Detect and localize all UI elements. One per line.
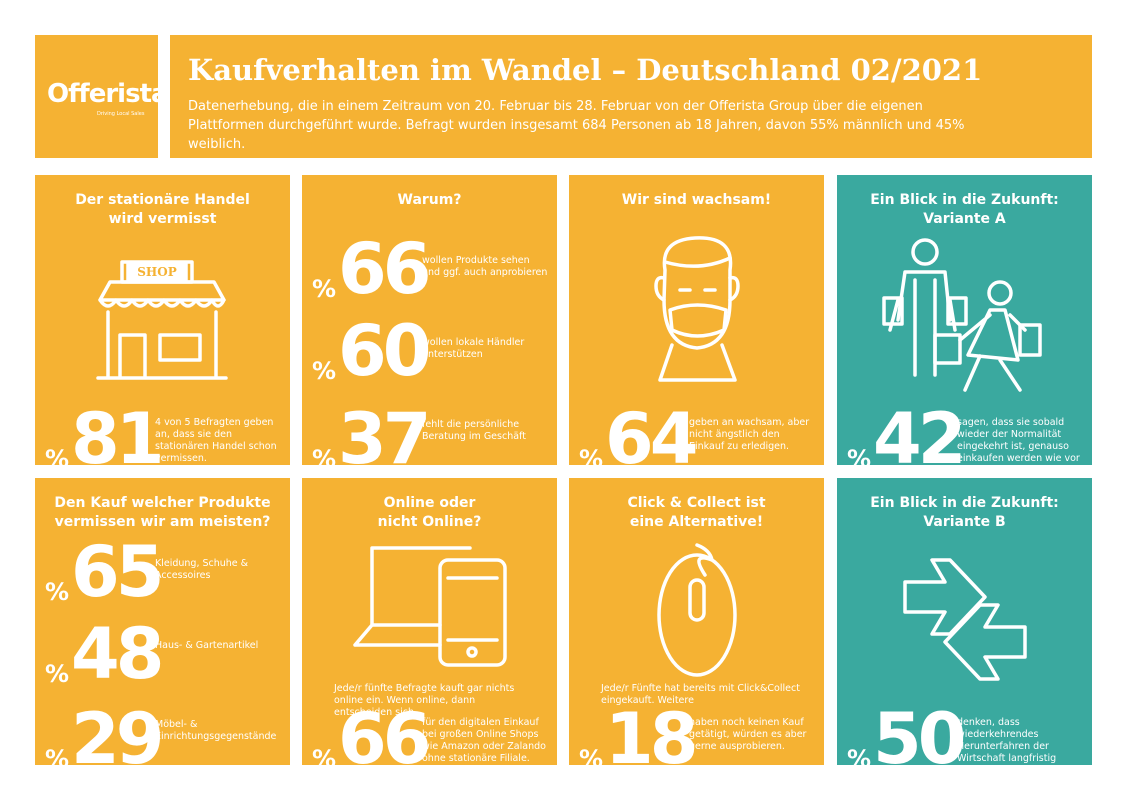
card: Wir sind wachsam!% 64 geben an wachsam, ab… — [569, 175, 824, 465]
percent-sign: % — [579, 445, 604, 465]
stat-value: 37 — [338, 398, 431, 465]
card: Warum?% 66 wollen Produkte sehen und ggf. … — [302, 175, 557, 465]
card-title: Ein Blick in die Zukunft: Variante B — [837, 494, 1092, 532]
card-title-line: Wir sind wachsam! — [621, 192, 772, 208]
card-title-line: vermissen wir am meisten? — [54, 514, 271, 530]
card-title: Ein Blick in die Zukunft: Variante A — [837, 191, 1092, 229]
stat-value: 64 — [605, 398, 698, 465]
percent-sign: % — [45, 660, 70, 688]
card-title-line: Variante A — [923, 211, 1006, 227]
title: Kaufverhalten im Wandel – Deutschland 02… — [188, 53, 983, 87]
logo-tagline: Driving Local Sales — [97, 111, 145, 117]
card: Der stationäre Handel wird vermisst% 81 4 v… — [35, 175, 290, 465]
stat-text: Haus- & Gartenartikel — [155, 640, 259, 651]
stat-text: Kleidung, Schuhe & Accessoires — [155, 558, 249, 581]
percent-sign: % — [312, 745, 337, 765]
card-title-line: Variante B — [923, 514, 1006, 530]
stat-text: denken, dass wiederkehrendes Herunterfah… — [957, 717, 1057, 764]
stat-value: 65 — [71, 531, 164, 613]
stat-value: 81 — [71, 398, 164, 465]
percent-sign: % — [312, 357, 337, 385]
card-title-line: Den Kauf welcher Produkte — [54, 495, 271, 511]
stat-value: 60 — [338, 310, 431, 392]
stat-text: für den digitalen Einkauf bei großen Onl… — [422, 717, 546, 764]
stat-value: 48 — [71, 613, 164, 695]
percent-sign: % — [312, 275, 337, 303]
card-title: Click & Collect ist eine Alternative! — [569, 494, 824, 532]
stat-value: 18 — [605, 698, 698, 765]
stat-text: geben an wachsam, aber nicht ängstlich d… — [689, 417, 810, 452]
card: Den Kauf welcher Produkte vermissen wir a… — [35, 478, 290, 765]
header: Kaufverhalten im Wandel – Deutschland 02… — [170, 35, 1092, 158]
card-title-line: Click & Collect ist — [627, 495, 766, 511]
stat-value: 50 — [873, 698, 966, 765]
card-title: Der stationäre Handel wird vermisst — [35, 191, 290, 229]
stat-text: wollen lokale Händler unterstützen — [422, 337, 525, 360]
stat-text: Möbel- & Einrichtungsgegenstände — [155, 719, 277, 742]
logo-name: Offerista — [47, 79, 158, 109]
stat-value: 66 — [338, 228, 431, 310]
percent-sign: % — [847, 445, 872, 465]
subtitle: Datenerhebung, die in einem Zeitraum von… — [188, 99, 965, 152]
card-title: Wir sind wachsam! — [569, 191, 824, 210]
stat-text: 4 von 5 Befragten geben an, dass sie den… — [155, 417, 277, 464]
card: Click & Collect ist eine Alternative! Jede… — [569, 478, 824, 765]
card-title-line: Online oder — [383, 495, 476, 511]
card-title-line: Ein Blick in die Zukunft: — [870, 192, 1059, 208]
percent-sign: % — [45, 745, 70, 765]
card-title-line: Der stationäre Handel — [75, 192, 250, 208]
card-title: Den Kauf welcher Produkte vermissen wir a… — [35, 494, 290, 532]
card-intro: Jede/r fünfte Befragte kauft gar nichts … — [334, 683, 515, 718]
stat-text: wollen Produkte sehen und ggf. auch anpr… — [422, 255, 548, 278]
percent-sign: % — [847, 745, 872, 765]
stat-value: 66 — [338, 698, 431, 765]
card-title-line: Ein Blick in die Zukunft: — [870, 495, 1059, 511]
stat-text: fehlt die persönliche Beratung im Geschä… — [422, 419, 526, 442]
card: Online oder nicht Online? Jede/r fünfte Be… — [302, 478, 557, 765]
card-intro: Jede/r Fünfte hat bereits mit Click&Coll… — [601, 683, 800, 706]
card-title-line: nicht Online? — [377, 514, 482, 530]
card-title: Warum? — [302, 191, 557, 210]
stat-text: haben noch keinen Kauf getätigt, würden … — [689, 717, 807, 752]
stat-value: 29 — [71, 698, 164, 765]
card-title-line: eine Alternative! — [629, 514, 764, 530]
card: Ein Blick in die Zukunft: Variante A% 42 sa… — [837, 175, 1092, 465]
stat-value: 42 — [873, 398, 966, 465]
stat-text: sagen, dass sie sobald wieder der Normal… — [957, 417, 1080, 464]
card-title-line: wird vermisst — [108, 211, 217, 227]
logo: Offerista Driving Local Sales — [35, 35, 158, 158]
percent-sign: % — [45, 445, 70, 465]
percent-sign: % — [312, 445, 337, 465]
card-title: Online oder nicht Online? — [302, 494, 557, 532]
percent-sign: % — [45, 578, 70, 606]
percent-sign: % — [579, 745, 604, 765]
card: Ein Blick in die Zukunft: Variante B% 50 de… — [837, 478, 1092, 765]
card-title-line: Warum? — [397, 192, 462, 208]
